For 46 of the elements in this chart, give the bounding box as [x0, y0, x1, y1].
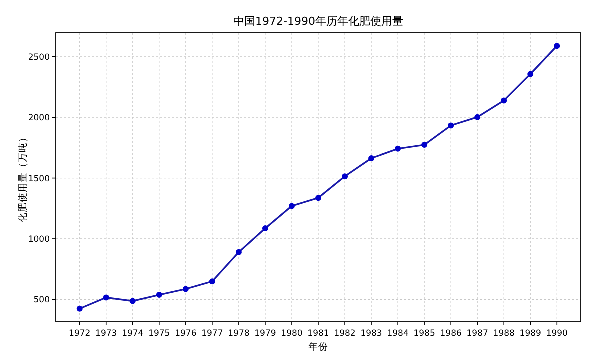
y-tick-label: 2000: [28, 114, 50, 124]
point: [288, 203, 295, 210]
point: [262, 226, 268, 232]
point: [395, 146, 402, 152]
y-tick-label: 1500: [28, 174, 50, 184]
point: [103, 294, 110, 301]
x-tick-label: 1978: [228, 329, 250, 339]
x-tick-label: 1988: [493, 329, 515, 339]
point: [474, 114, 481, 120]
x-tick-label: 1973: [96, 329, 118, 339]
point: [368, 156, 375, 162]
point: [316, 195, 322, 202]
x-tick-label: 1975: [148, 329, 170, 339]
point: [182, 286, 189, 292]
x-axis-title: 年份: [308, 341, 328, 353]
point: [528, 71, 534, 78]
y-tick-label: 2500: [28, 52, 50, 63]
x-tick-label: 1979: [254, 329, 276, 339]
x-tick-label: 1982: [334, 329, 356, 339]
x-tick-label: 1976: [175, 329, 197, 339]
point: [422, 142, 428, 148]
x-tick-label: 1984: [387, 329, 409, 339]
y-axis-title: 化肥使用量（万吨）: [17, 132, 29, 222]
point: [130, 298, 136, 304]
point: [76, 306, 83, 312]
chart-title: 中国1972-1990年历年化肥使用量: [234, 15, 404, 28]
x-tick-label: 1990: [546, 329, 568, 339]
point: [448, 122, 454, 129]
x-tick-label: 1987: [466, 329, 488, 339]
x-tick-label: 1980: [281, 329, 303, 339]
x-tick-label: 1981: [308, 329, 330, 339]
x-tick-label: 1972: [69, 329, 91, 339]
point: [554, 43, 560, 50]
y-tick-label: 1000: [28, 234, 50, 245]
y-tick-label: 500: [34, 296, 50, 306]
x-tick-label: 1985: [414, 329, 436, 339]
point: [501, 98, 508, 104]
x-tick-label: 1977: [202, 329, 224, 339]
x-tick-label: 1974: [122, 329, 144, 339]
x-tick-label: 1989: [520, 329, 542, 339]
point: [342, 174, 348, 180]
point: [236, 249, 242, 256]
point: [209, 278, 216, 285]
x-tick-label: 1986: [440, 329, 462, 339]
point: [156, 292, 162, 298]
x-tick-label: 1983: [360, 329, 382, 339]
